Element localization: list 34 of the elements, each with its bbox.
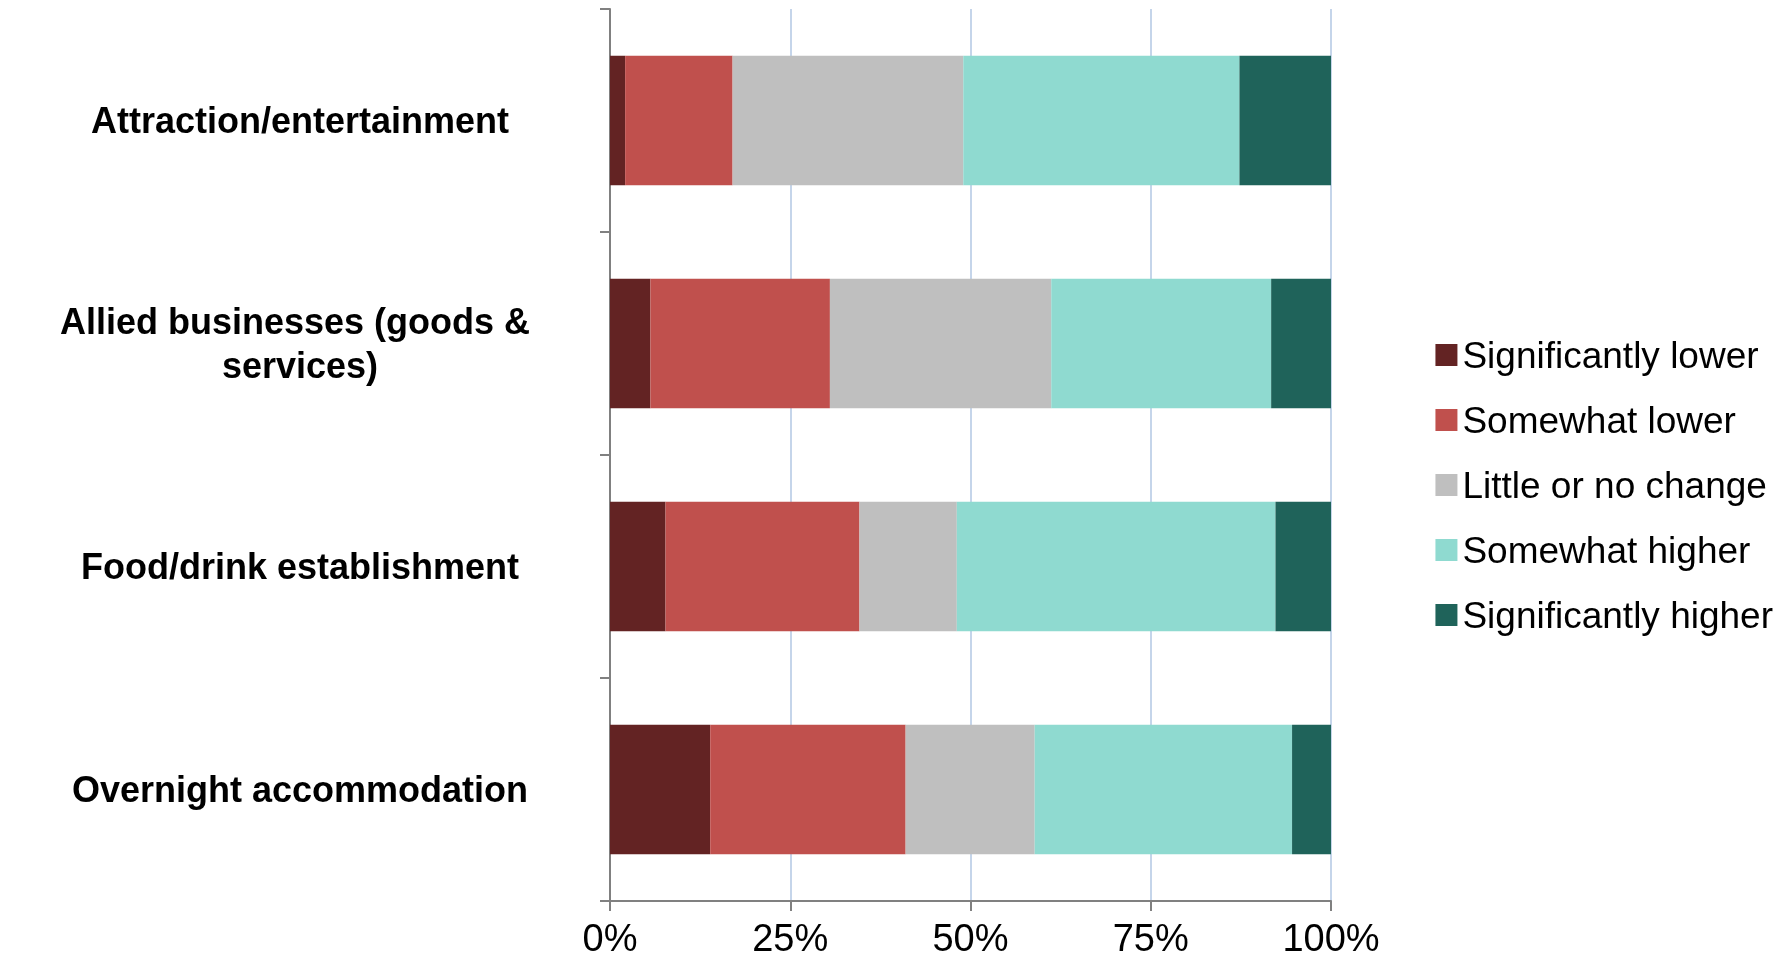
bar (829, 278, 1052, 409)
bar (1275, 501, 1331, 632)
bar (625, 55, 733, 186)
bar (859, 501, 957, 632)
legend-label: Significantly higher (1462, 594, 1773, 636)
legend-label: Significantly lower (1462, 334, 1759, 376)
bar (610, 501, 666, 632)
bar (1239, 55, 1331, 186)
bar (610, 724, 711, 855)
bar (610, 278, 651, 409)
bar (610, 55, 626, 186)
y-tick-label: Attraction/entertainment (90, 100, 510, 141)
bar (650, 278, 830, 409)
bar (1271, 278, 1331, 409)
x-tick-label: 0% (582, 917, 638, 959)
legend-label: Little or no change (1462, 464, 1767, 506)
y-tick-label: Food/drink establishment (80, 546, 520, 587)
x-tick-label: 75% (1112, 917, 1189, 959)
x-tick-label: 100% (1282, 917, 1380, 959)
x-tick-label: 50% (932, 917, 1009, 959)
bar (963, 55, 1240, 186)
bar (1051, 278, 1272, 409)
bar (905, 724, 1035, 855)
bar (710, 724, 906, 855)
y-tick-label: Overnight accommodation (71, 769, 529, 810)
bar (1292, 724, 1331, 855)
bar (956, 501, 1276, 632)
bar (1034, 724, 1293, 855)
x-tick-label: 25% (752, 917, 829, 959)
legend-label: Somewhat lower (1462, 399, 1736, 441)
y-tick-label: Allied businesses (goods & services) (59, 301, 541, 386)
legend-label: Somewhat higher (1462, 529, 1751, 571)
bar (665, 501, 860, 632)
bar (732, 55, 964, 186)
